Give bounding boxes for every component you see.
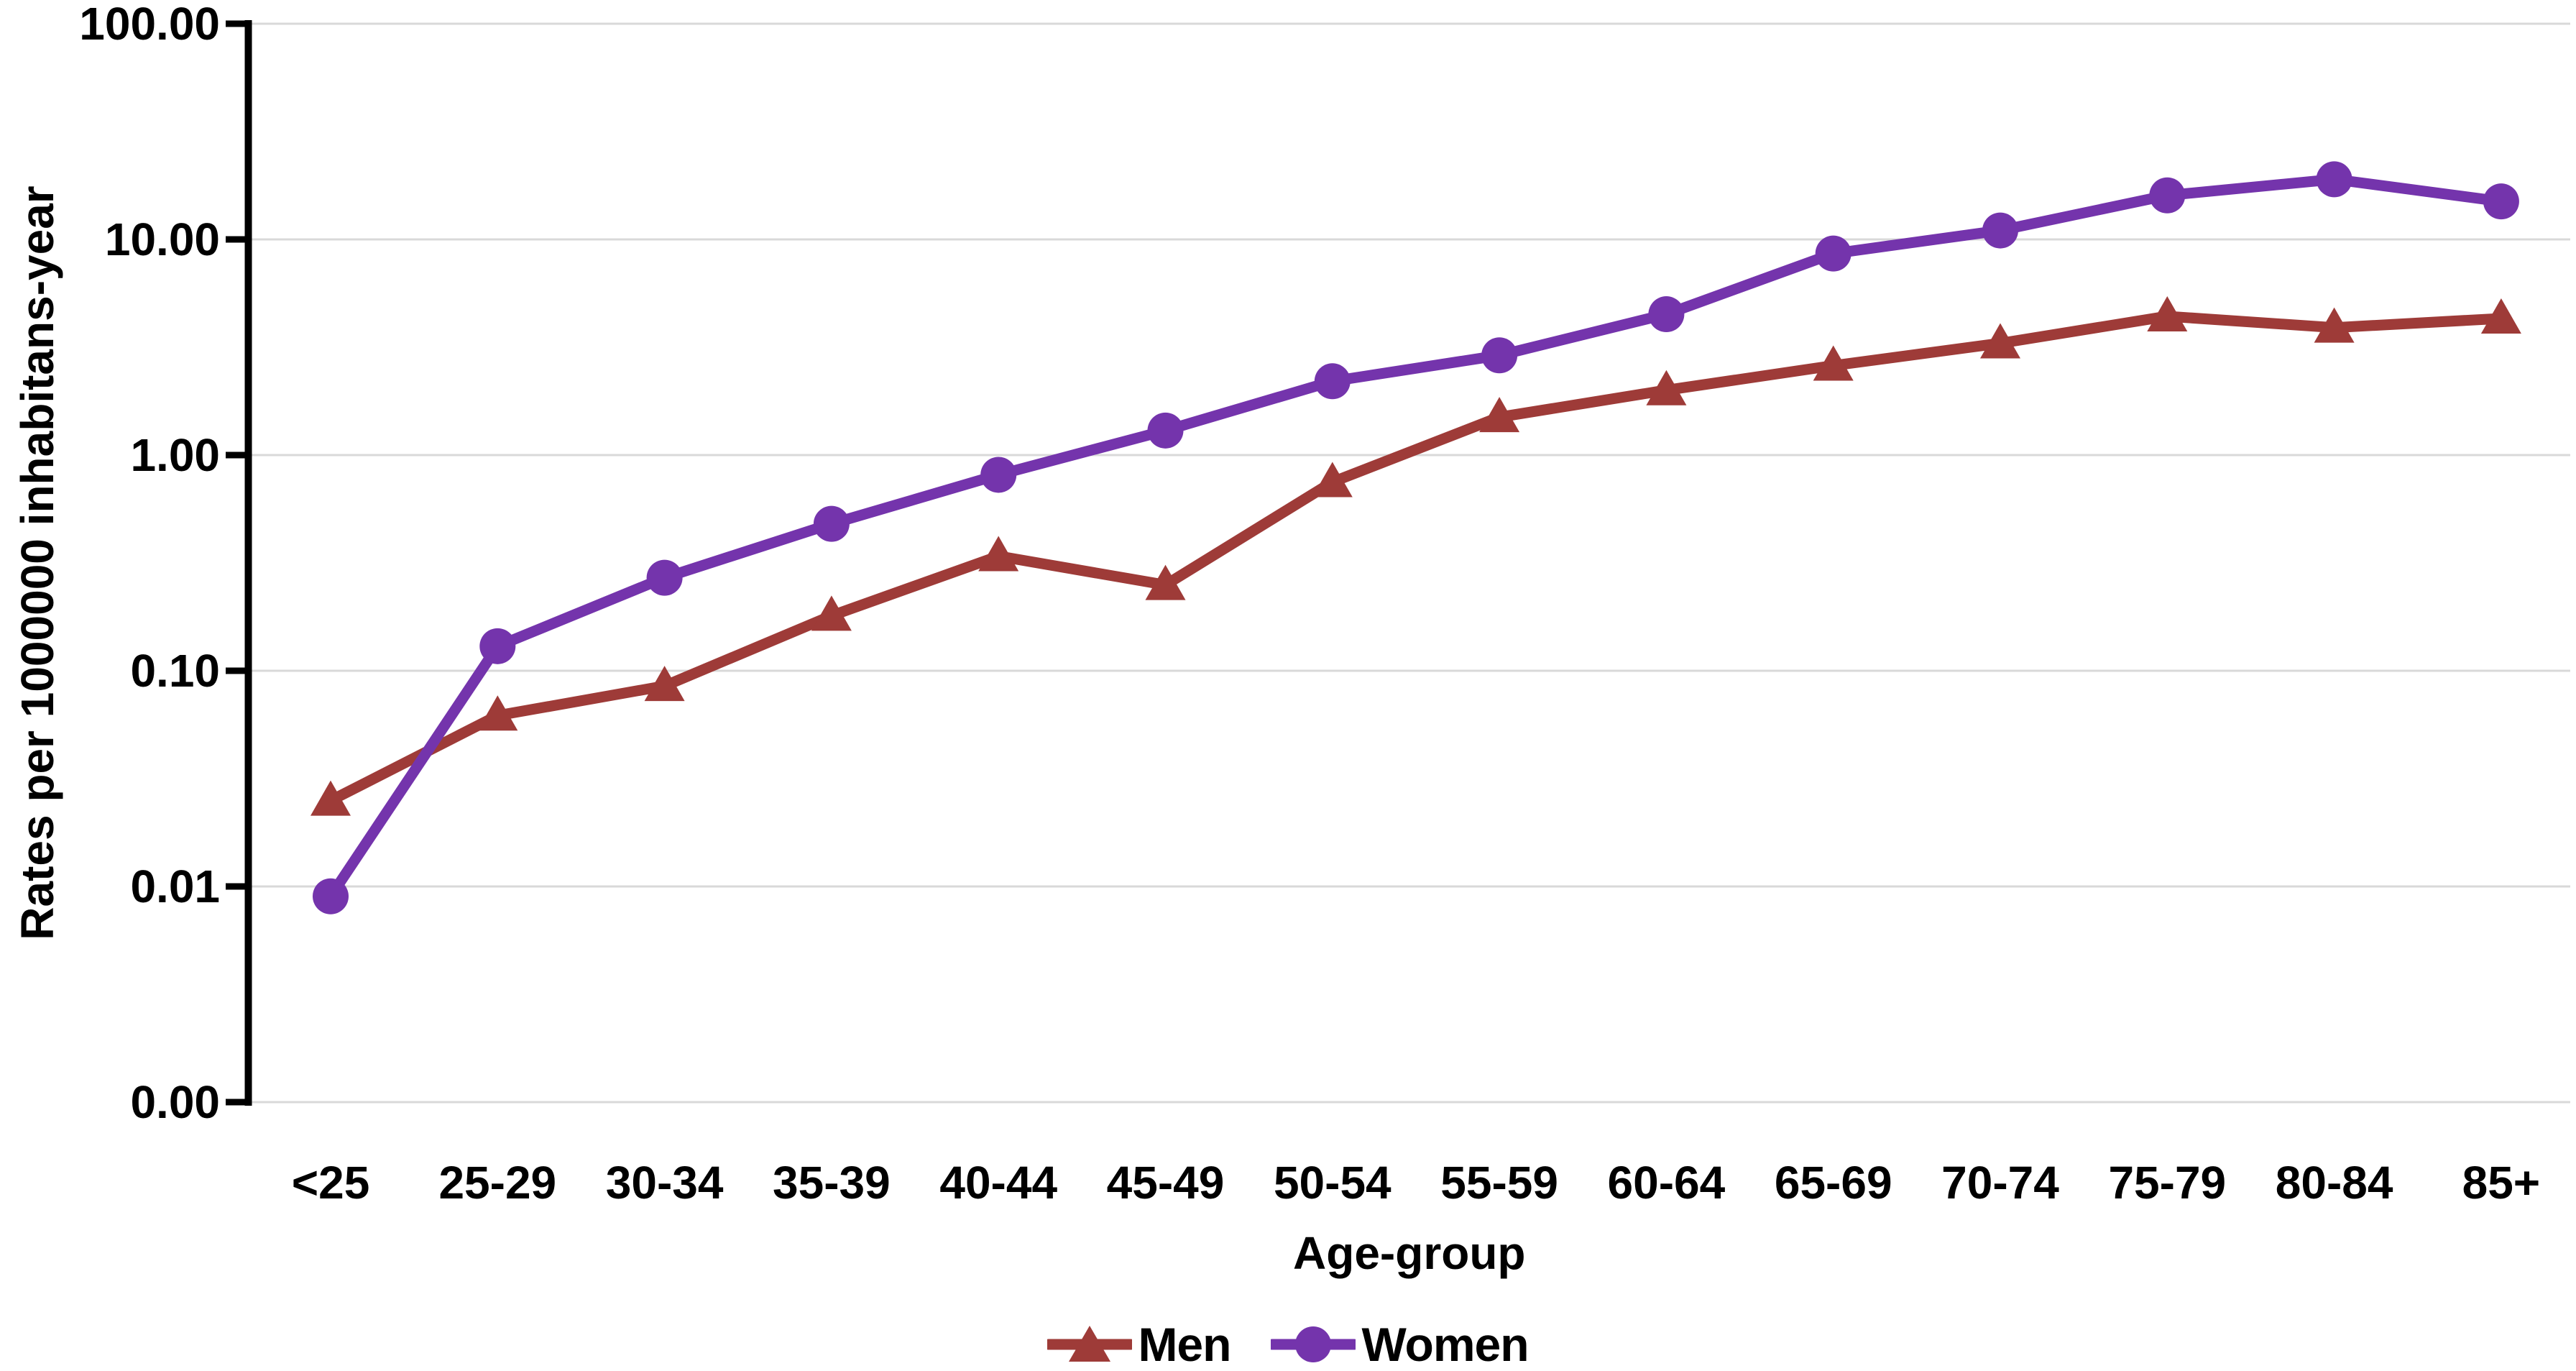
series-line-men [325,311,2507,807]
x-tick-label: 45-49 [1107,1157,1225,1209]
legend-item-women: Women [1271,1317,1530,1371]
legend-label-women: Women [1361,1318,1529,1371]
data-point-women [1314,363,1351,400]
data-point-women [2316,161,2352,198]
y-tick-label: 10.00 [105,214,220,265]
x-tick-label: 30-34 [606,1157,724,1209]
data-point-men [477,695,518,731]
data-point-men [1145,564,1186,600]
x-tick-label: 40-44 [939,1157,1057,1209]
x-tick-label: 60-64 [1608,1157,1726,1209]
data-point-women [1147,412,1184,449]
y-tick-label: 1.00 [130,429,220,481]
y-tick-label: 100.00 [79,0,220,50]
women-series-icon [1271,1326,1356,1362]
data-point-men [1813,345,1854,381]
data-point-women [1815,235,1852,272]
x-tick-label: 50-54 [1274,1157,1392,1209]
x-tick-label: <25 [292,1157,370,1209]
data-point-women [980,457,1017,493]
x-tick-label: 85+ [2462,1157,2541,1209]
y-tick-label: 0.01 [130,861,220,912]
legend-item-men: Men [1047,1317,1231,1371]
data-point-men [2314,307,2355,343]
data-point-women [313,878,349,914]
x-tick-label: 75-79 [2108,1157,2226,1209]
men-series-icon [1047,1326,1133,1362]
data-point-men [2147,295,2188,331]
data-point-women [1648,296,1685,333]
x-tick-label: 70-74 [1941,1157,2059,1209]
data-point-men [644,666,685,702]
data-point-men [978,536,1019,572]
data-point-men [1980,323,2020,359]
chart-legend: Men Women [0,1317,2576,1371]
data-point-women [1481,337,1518,374]
data-point-men [811,595,852,631]
x-tick-label: 25-29 [438,1157,556,1209]
data-point-women [646,559,683,596]
y-tick-label: 0.00 [130,1076,220,1128]
legend-label-men: Men [1138,1318,1231,1371]
data-point-men [1646,370,1687,405]
x-tick-label: 35-39 [773,1157,891,1209]
x-tick-label: 80-84 [2276,1157,2393,1209]
data-point-women [2483,183,2519,220]
data-point-men [310,780,351,816]
data-point-men [1312,462,1353,497]
data-point-men [1479,397,1520,433]
data-point-women [813,505,850,542]
series-line-women [325,173,2507,902]
data-point-men [2480,298,2521,334]
data-point-women [2149,177,2186,214]
data-point-women [1982,212,2018,249]
y-tick-label: 0.10 [130,645,220,697]
x-axis-title: Age-group [1293,1227,1526,1279]
x-tick-label: 55-59 [1440,1157,1558,1209]
y-axis-title: Rates per 1000000 inhabitans-year [12,185,63,940]
data-point-women [479,628,516,664]
x-tick-label: 65-69 [1775,1157,1892,1209]
